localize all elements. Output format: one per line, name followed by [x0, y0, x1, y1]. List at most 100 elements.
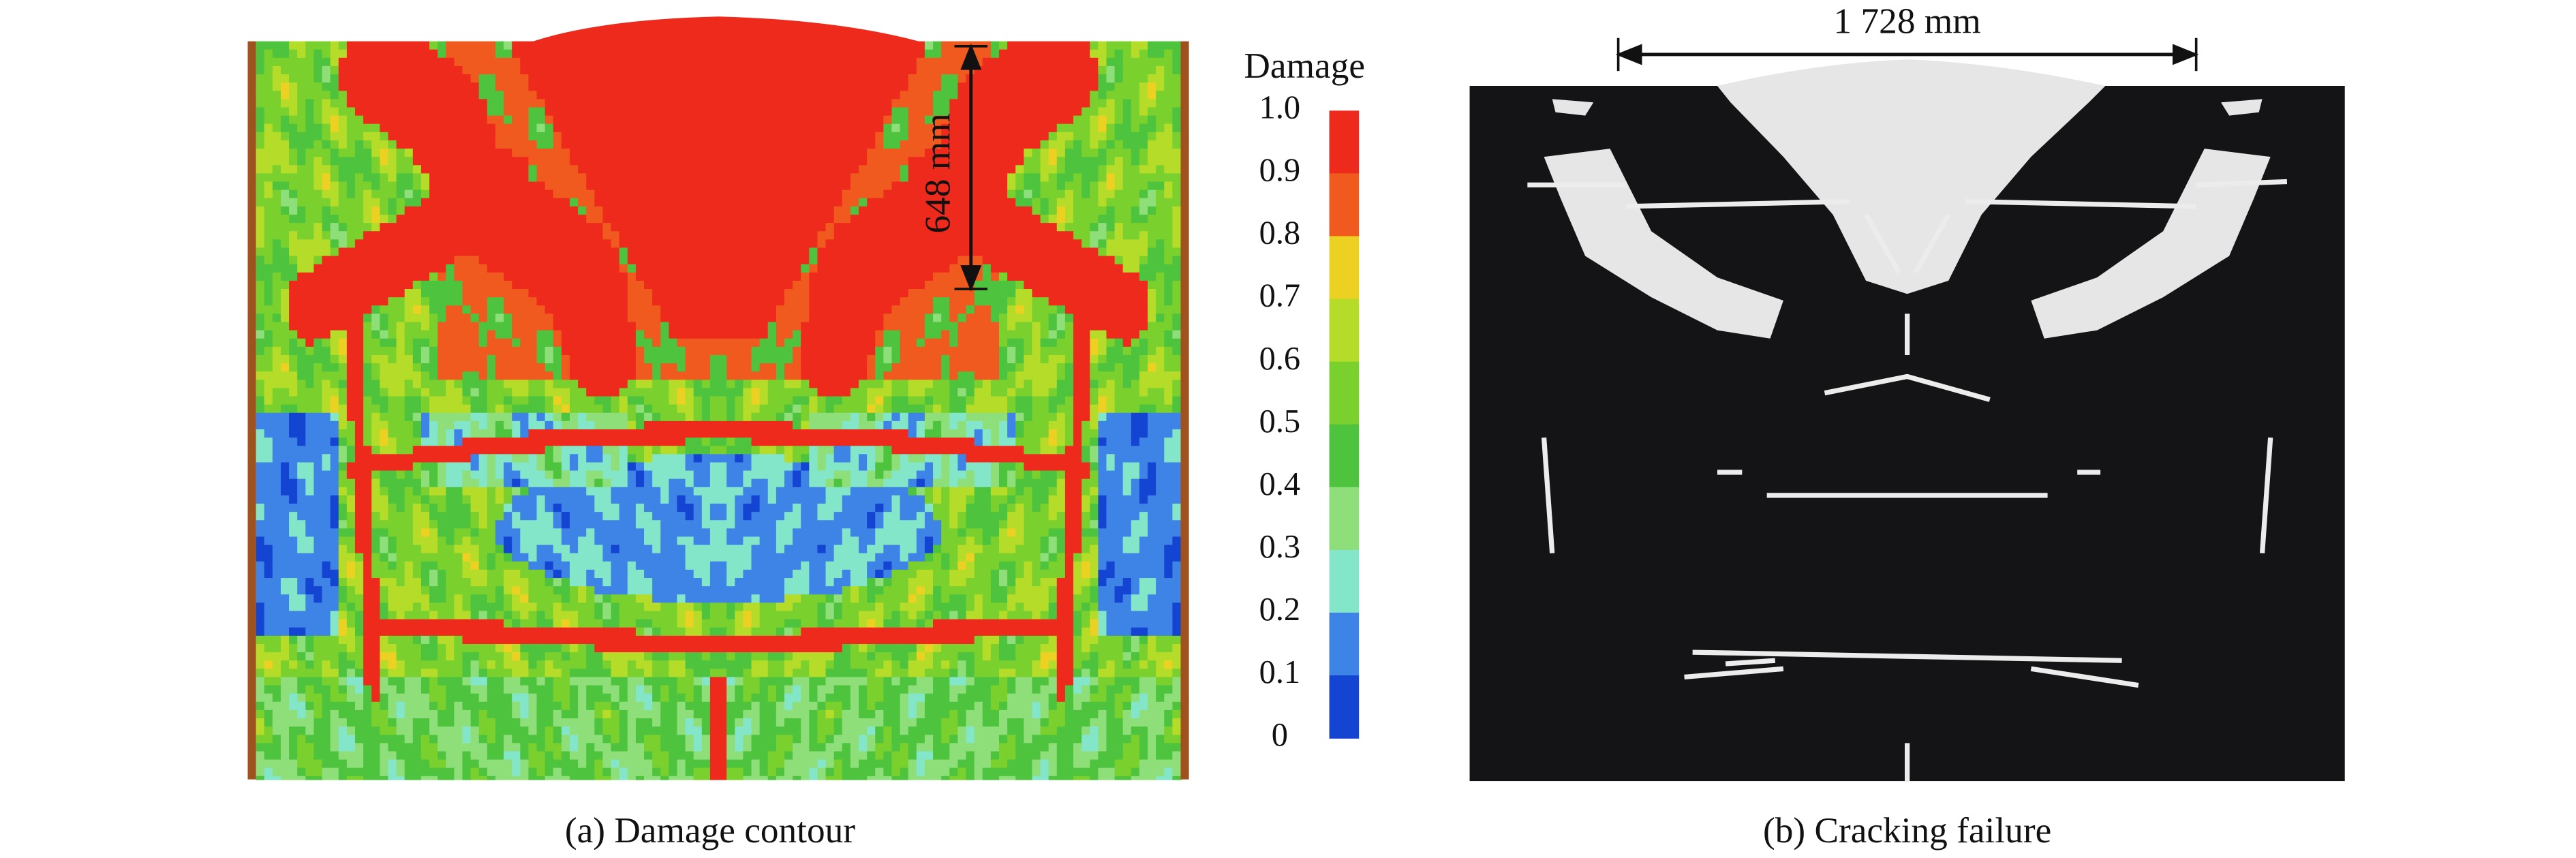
contour-cell	[371, 371, 381, 381]
contour-cell	[941, 561, 951, 570]
contour-cell	[1090, 41, 1099, 50]
contour-cell	[404, 322, 422, 331]
contour-cell	[867, 776, 893, 780]
contour-cell	[924, 504, 934, 513]
contour-cell	[966, 412, 1009, 422]
contour-cell	[330, 627, 339, 637]
contour-cell	[924, 330, 942, 339]
contour-cell	[1122, 115, 1132, 125]
contour-cell	[495, 454, 513, 463]
contour-cell	[470, 611, 480, 620]
contour-cell	[569, 685, 579, 694]
contour-cell	[561, 735, 570, 744]
contour-cell	[1090, 239, 1099, 249]
contour-cell	[264, 65, 273, 76]
contour-cell	[701, 412, 711, 422]
contour-cell	[850, 388, 868, 397]
contour-cell	[875, 504, 885, 513]
contour-cell	[1098, 247, 1107, 257]
contour-cell	[1156, 751, 1174, 761]
contour-cell	[627, 569, 645, 579]
contour-cell	[256, 132, 265, 141]
contour-cell	[941, 49, 992, 59]
contour-cell	[338, 635, 356, 645]
contour-cell	[280, 487, 298, 496]
contour-cell	[504, 462, 513, 472]
contour-cell	[825, 669, 868, 678]
contour-cell	[478, 718, 496, 728]
contour-cell	[825, 545, 835, 554]
contour-cell	[478, 545, 496, 554]
contour-cell	[693, 388, 744, 397]
contour-cell	[520, 536, 562, 546]
contour-cell	[1172, 767, 1182, 777]
contour-cell	[380, 313, 389, 323]
contour-cell	[701, 495, 736, 504]
contour-cell	[1056, 602, 1074, 612]
contour-cell	[949, 371, 959, 381]
contour-cell	[462, 751, 472, 761]
contour-cell	[462, 602, 472, 612]
contour-cell	[256, 660, 265, 670]
contour-cell	[1048, 420, 1066, 430]
contour-cell	[916, 586, 925, 596]
contour-cell	[264, 256, 273, 265]
contour-cell	[677, 388, 686, 397]
contour-cell	[743, 751, 769, 761]
contour-cell	[536, 767, 546, 777]
contour-cell	[1172, 115, 1182, 125]
contour-cell	[569, 404, 604, 414]
contour-cell	[677, 619, 686, 628]
contour-cell	[974, 388, 992, 397]
contour-cell	[677, 611, 686, 620]
contour-cell	[512, 709, 521, 719]
contour-cell	[256, 602, 265, 612]
contour-cell	[1073, 429, 1083, 439]
contour-cell	[487, 776, 496, 780]
contour-cell	[644, 528, 662, 538]
contour-cell	[602, 726, 620, 736]
contour-cell	[1172, 536, 1182, 546]
contour-cell	[520, 643, 562, 654]
contour-cell	[561, 454, 570, 463]
contour-cell	[941, 82, 959, 92]
contour-cell	[371, 545, 381, 554]
contour-cell	[1090, 140, 1099, 150]
contour-cell	[578, 462, 612, 472]
contour-cell	[1122, 660, 1132, 670]
contour-cell	[346, 338, 365, 348]
contour-cell	[1073, 569, 1083, 579]
contour-cell	[1114, 140, 1124, 150]
contour-cell	[685, 735, 694, 744]
contour-cell	[528, 693, 538, 703]
contour-cell	[371, 363, 381, 373]
contour-cell	[793, 569, 810, 579]
contour-cell	[1172, 602, 1182, 612]
contour-cell	[759, 619, 785, 628]
contour-cell	[438, 313, 447, 323]
contour-cell	[495, 594, 505, 604]
contour-cell	[256, 569, 265, 579]
contour-cell	[1148, 231, 1174, 241]
contour-cell	[1048, 602, 1058, 612]
contour-cell	[1040, 660, 1049, 670]
contour-cell	[801, 627, 1074, 637]
contour-cell	[256, 528, 290, 538]
contour-cell	[330, 743, 339, 752]
contour-cell	[644, 346, 686, 356]
contour-cell	[561, 470, 570, 480]
contour-cell	[256, 420, 290, 430]
contour-cell	[1172, 239, 1182, 249]
contour-cell	[602, 602, 612, 612]
contour-cell	[297, 677, 323, 686]
contour-cell	[512, 643, 521, 654]
contour-cell	[380, 363, 414, 373]
contour-cell	[429, 404, 472, 414]
contour-cell	[313, 74, 323, 84]
contour-cell	[256, 718, 265, 728]
contour-cell	[1007, 420, 1017, 430]
contour-cell	[297, 388, 323, 397]
contour-cell	[346, 132, 365, 141]
contour-cell	[998, 751, 1017, 761]
contour-cell	[330, 462, 339, 472]
